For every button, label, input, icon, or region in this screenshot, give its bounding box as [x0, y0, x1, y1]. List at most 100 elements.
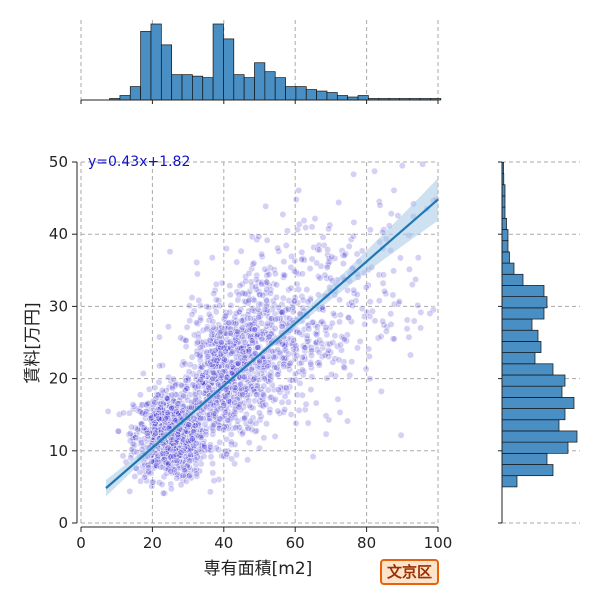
scatter-point — [229, 348, 237, 356]
scatter-point — [269, 348, 277, 355]
scatter-point — [312, 339, 320, 347]
scatter-point — [191, 422, 199, 430]
scatter-point — [300, 217, 308, 224]
scatter-point — [325, 225, 333, 233]
scatter-point — [231, 441, 239, 449]
scatter-point — [160, 473, 168, 481]
scatter-point — [354, 344, 361, 352]
scatter-point — [246, 402, 254, 410]
scatter-point — [268, 306, 276, 314]
scatter-point — [225, 397, 233, 405]
scatter-point — [158, 481, 166, 488]
scatter-point — [408, 281, 416, 289]
scatter-point — [151, 384, 159, 392]
scatter-point — [328, 319, 336, 327]
scatter-point — [202, 387, 210, 395]
scatter-point — [260, 434, 268, 442]
scatter-point — [205, 310, 213, 318]
scatter-point — [262, 202, 270, 210]
y-tick-label: 50 — [49, 153, 68, 171]
scatter-point — [298, 359, 305, 367]
scatter-point — [207, 453, 215, 461]
scatter-point — [192, 396, 200, 404]
scatter-point — [223, 389, 231, 397]
scatter-point — [350, 170, 358, 178]
scatter-point — [379, 317, 387, 325]
scatter-point — [193, 472, 201, 480]
scatter-point — [264, 386, 272, 394]
scatter-point — [403, 316, 411, 324]
scatter-point — [159, 361, 166, 369]
scatter-point — [177, 448, 185, 456]
y-tick-label: 40 — [49, 225, 68, 243]
scatter-point — [198, 363, 206, 371]
scatter-point — [313, 331, 321, 339]
scatter-point — [223, 450, 231, 458]
scatter-point — [353, 250, 361, 258]
scatter-point — [226, 282, 234, 290]
scatter-point — [231, 405, 239, 413]
scatter-point — [292, 419, 300, 427]
scatter-point — [239, 348, 247, 356]
scatter-point — [175, 433, 182, 441]
scatter-point — [305, 325, 313, 333]
scatter-point — [426, 310, 434, 317]
scatter-point — [263, 278, 271, 286]
scatter-point — [322, 430, 330, 438]
scatter-point — [419, 160, 427, 168]
scatter-point — [210, 290, 218, 298]
scatter-point — [237, 247, 245, 255]
scatter-point — [139, 370, 147, 377]
scatter-point — [241, 339, 249, 346]
scatter-point — [205, 316, 213, 324]
scatter-point — [336, 296, 344, 304]
scatter-point — [293, 280, 301, 288]
scatter-point — [185, 368, 193, 376]
scatter-point — [397, 431, 405, 439]
scatter-point — [217, 405, 225, 413]
scatter-point — [329, 339, 337, 347]
regression-line-group — [105, 198, 439, 489]
scatter-point — [394, 299, 402, 307]
scatter-point — [225, 323, 233, 331]
scatter-point — [257, 300, 265, 308]
scatter-point — [394, 212, 402, 220]
scatter-point — [272, 315, 280, 323]
scatter-point — [285, 350, 292, 358]
scatter-point — [234, 328, 242, 336]
scatter-point — [241, 352, 249, 360]
scatter-point — [199, 415, 207, 423]
scatter-point — [298, 270, 306, 278]
scatter-point — [140, 424, 148, 432]
scatter-point — [217, 327, 225, 335]
scatter-point — [259, 373, 267, 381]
scatter-point — [332, 372, 339, 380]
scatter-point — [263, 236, 271, 244]
scatter-point — [223, 245, 230, 253]
scatter-point — [248, 337, 256, 345]
scatter-point — [159, 450, 167, 458]
scatter-point — [281, 271, 289, 279]
right-hist-bar — [501, 229, 509, 242]
scatter-point — [154, 391, 162, 399]
scatter-point — [217, 344, 225, 352]
top-hist-bar — [150, 23, 162, 101]
scatter-point — [308, 223, 316, 231]
right-hist-bar — [501, 385, 563, 398]
scatter-point — [164, 409, 172, 417]
scatter-point — [271, 433, 279, 440]
scatter-point — [168, 436, 176, 444]
ward-badge: 文京区 — [380, 559, 440, 585]
right-hist-bar — [501, 240, 509, 253]
scatter-point — [295, 186, 303, 194]
scatter-point — [193, 470, 201, 478]
scatter-point — [251, 374, 259, 382]
scatter-point — [242, 277, 250, 285]
scatter-point — [209, 460, 217, 468]
scatter-point — [193, 270, 201, 278]
scatter-point — [340, 363, 348, 371]
scatter-point — [272, 348, 280, 356]
scatter-point — [274, 371, 281, 379]
scatter-point — [170, 466, 178, 474]
